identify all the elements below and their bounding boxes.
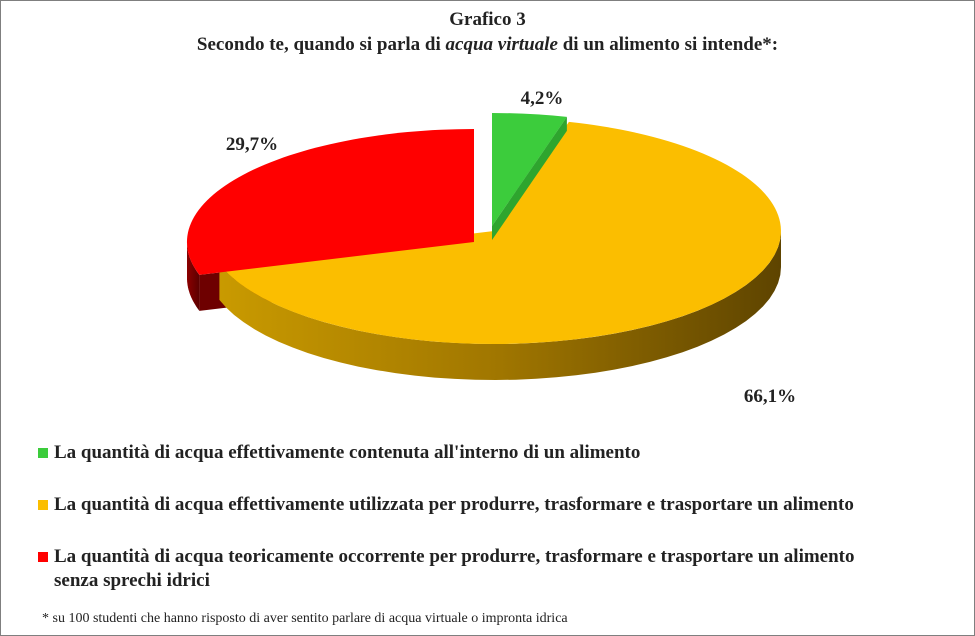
slice-yellow bbox=[219, 121, 781, 344]
legend-swatch-green bbox=[38, 448, 48, 458]
slice-yellow-side bbox=[219, 231, 781, 380]
legend-swatch-yellow bbox=[38, 500, 48, 510]
legend-label-3-line2: senza sprechi idrici bbox=[54, 570, 210, 591]
data-label-yellow: 66,1% bbox=[744, 386, 796, 407]
slice-green bbox=[492, 112, 567, 226]
legend-swatch-red bbox=[38, 552, 48, 562]
data-label-red: 29,7% bbox=[226, 134, 278, 155]
data-label-green: 4,2% bbox=[521, 88, 564, 109]
subtitle-part2: di un alimento si intende*: bbox=[557, 34, 779, 55]
subtitle-italic: acqua virtuale bbox=[445, 34, 558, 55]
chart-title: Grafico 3 bbox=[449, 9, 526, 30]
slice-red-side bbox=[187, 242, 200, 311]
slice-red bbox=[186, 129, 474, 275]
slice-green-cut bbox=[492, 116, 567, 240]
footnote: * su 100 studenti che hanno risposto di … bbox=[42, 611, 568, 626]
subtitle-part1: Secondo te, quando si parla di bbox=[196, 34, 446, 55]
legend-label-1: La quantità di acqua effettivamente cont… bbox=[54, 442, 641, 463]
chart-subtitle: Secondo te, quando si parla di acqua vir… bbox=[0, 34, 975, 56]
legend-label-2: La quantità di acqua effettivamente util… bbox=[54, 494, 854, 515]
legend-label-3: La quantità di acqua teoricamente occorr… bbox=[54, 546, 855, 567]
